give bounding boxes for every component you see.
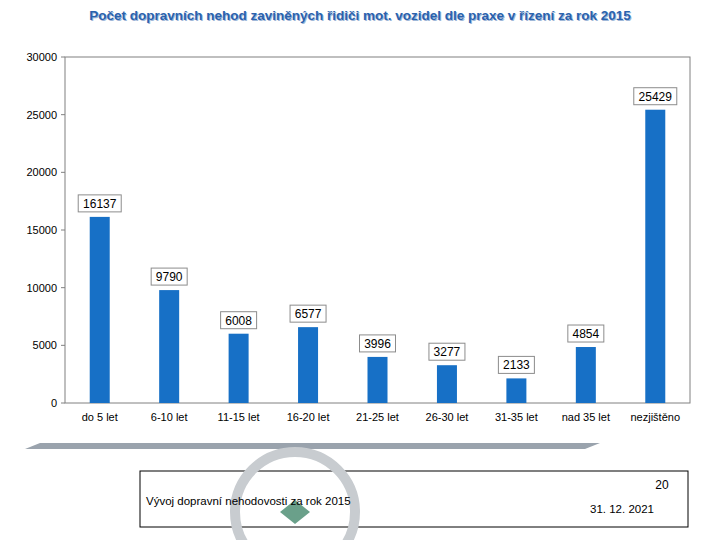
footer-text: 20 <box>655 478 669 492</box>
y-tick <box>61 287 65 288</box>
data-label: 3277 <box>434 345 461 359</box>
data-label-box <box>498 356 534 373</box>
footer-box <box>140 471 688 527</box>
footer-stripe <box>25 443 600 449</box>
x-tick-label: do 5 let <box>82 411 118 423</box>
data-label-box <box>78 195 121 212</box>
data-label-box <box>634 88 677 105</box>
y-tick-label: 20000 <box>26 166 57 178</box>
data-label: 2133 <box>503 358 530 372</box>
data-label-box <box>429 343 465 360</box>
y-tick-label: 0 <box>51 397 57 409</box>
x-tick-label: 31-35 let <box>495 411 538 423</box>
y-tick <box>61 114 65 115</box>
data-label-box <box>221 312 257 329</box>
bar <box>90 217 110 403</box>
data-label-box <box>360 335 396 352</box>
data-label: 4854 <box>572 327 599 341</box>
y-tick-label: 5000 <box>33 339 57 351</box>
x-tick-label: 11-15 let <box>218 411 260 423</box>
x-tick-label: 16-20 let <box>287 411 330 423</box>
y-tick <box>61 57 65 58</box>
x-tick-label: nezjištěno <box>631 411 681 423</box>
bar <box>506 378 526 403</box>
y-tick <box>61 345 65 346</box>
data-label: 6008 <box>225 314 252 328</box>
plot-frame <box>65 57 690 403</box>
y-tick <box>61 403 65 404</box>
x-tick-label: nad 35 let <box>562 411 610 423</box>
data-label: 3996 <box>364 337 391 351</box>
bar <box>645 110 665 403</box>
bar <box>229 334 249 403</box>
y-tick <box>61 230 65 231</box>
chart-root: Počet dopravních nehod zaviněných řidiči… <box>0 0 720 540</box>
data-label-box <box>290 305 326 322</box>
data-label: 9790 <box>156 270 183 284</box>
y-tick <box>61 172 65 173</box>
data-label-box <box>151 268 187 285</box>
title: Počet dopravních nehod zaviněných řidiči… <box>89 8 631 23</box>
y-tick-label: 30000 <box>26 51 57 63</box>
data-label: 6577 <box>295 307 322 321</box>
bar <box>368 357 388 403</box>
x-tick-label: 21-25 let <box>356 411 399 423</box>
y-tick-label: 10000 <box>26 282 57 294</box>
chart-svg: Počet dopravních nehod zaviněných řidiči… <box>0 0 720 540</box>
footer-text: 31. 12. 2021 <box>590 503 654 515</box>
footer-text: Vývoj dopravní nehodovosti za rok 2015 <box>146 495 351 507</box>
bars <box>90 110 666 403</box>
data-label: 16137 <box>83 197 117 211</box>
data-label: 25429 <box>639 90 673 104</box>
bar <box>437 365 457 403</box>
bar <box>159 290 179 403</box>
title-shadow: Počet dopravních nehod zaviněných řidiči… <box>90 9 632 24</box>
bar <box>576 347 596 403</box>
bar <box>298 327 318 403</box>
y-tick-label: 15000 <box>26 224 57 236</box>
x-tick-label: 26-30 let <box>426 411 469 423</box>
data-label-box <box>568 325 604 342</box>
x-tick-label: 6-10 let <box>151 411 188 423</box>
y-tick-label: 25000 <box>26 109 57 121</box>
